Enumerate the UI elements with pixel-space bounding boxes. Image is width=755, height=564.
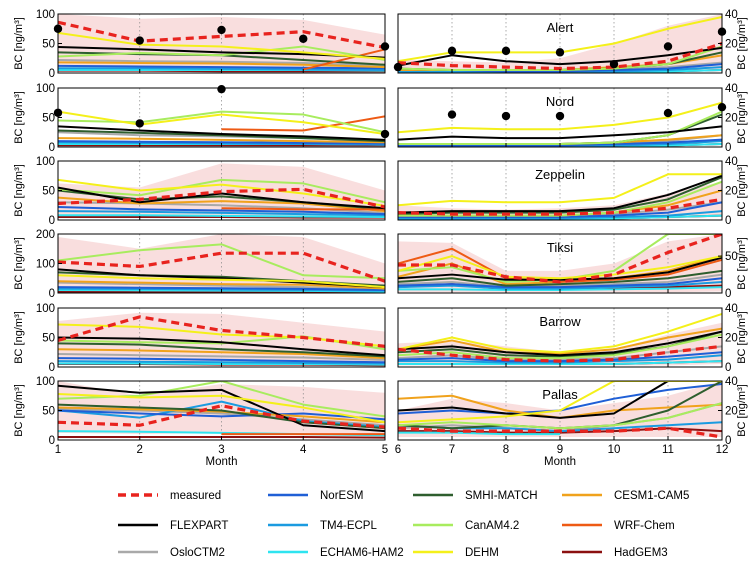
measured-point-nord-right <box>448 110 456 118</box>
y-tick-label-zeppelin-left: 100 <box>36 156 55 168</box>
measured-point-nord-right <box>502 112 510 120</box>
x-tick-label-right: 7 <box>449 444 455 456</box>
x-tick-label-left: 4 <box>300 444 307 456</box>
measured-point-alert-right <box>610 60 618 68</box>
legend-label-flexpart: FLEXPART <box>170 520 228 532</box>
legend-label-tm4-ecpl: TM4-ECPL <box>320 520 377 532</box>
measured-point-alert-right <box>502 47 510 55</box>
y-tick-label-tiksi-right: 0 <box>725 288 731 300</box>
y-tick-label-zeppelin-right: 0 <box>725 215 731 227</box>
x-tick-label-right: 11 <box>662 444 674 456</box>
y-axis-label-left: BC [ng/m³] <box>13 91 25 144</box>
x-tick-label-left: 2 <box>137 444 143 456</box>
legend-label-hadgem3: HadGEM3 <box>614 547 668 559</box>
y-tick-label-barrow-right: 0 <box>725 362 731 374</box>
x-tick-label-left: 3 <box>218 444 224 456</box>
x-tick-label-right: 12 <box>716 444 729 456</box>
y-axis-label-right: BC [ng/m³] <box>736 311 748 364</box>
y-tick-label-tiksi-left: 0 <box>49 288 55 300</box>
legend-label-wrf-chem: WRF-Chem <box>614 520 675 532</box>
y-tick-label-alert-right: 0 <box>725 68 731 80</box>
station-label-nord: Nord <box>546 94 574 109</box>
y-tick-label-pallas-left: 50 <box>42 406 55 418</box>
measured-point-nord-left <box>136 119 144 127</box>
station-label-barrow: Barrow <box>539 314 581 329</box>
y-axis-label-left: BC [ng/m³] <box>13 164 25 217</box>
y-axis-label-left: BC [ng/m³] <box>13 311 25 364</box>
x-tick-label-right: 10 <box>608 444 621 456</box>
legend-label-dehm: DEHM <box>465 547 499 559</box>
y-axis-label-left: BC [ng/m³] <box>13 384 25 437</box>
station-label-pallas: Pallas <box>542 387 578 402</box>
y-tick-label-nord-right: 0 <box>725 142 731 154</box>
y-axis-label-right: BC [ng/m³] <box>736 237 748 290</box>
x-tick-label-right: 6 <box>395 444 401 456</box>
series-line-dehm-nord-left <box>58 112 385 134</box>
legend-label-canam4-2: CanAM4.2 <box>465 520 519 532</box>
y-tick-label-alert-left: 100 <box>36 9 55 21</box>
y-axis-label-right: BC [ng/m³] <box>736 164 748 217</box>
y-axis-label-right: BC [ng/m³] <box>736 91 748 144</box>
legend-label-noresm: NorESM <box>320 490 363 502</box>
legend-label-echam6-ham2: ECHAM6-HAM2 <box>320 547 404 559</box>
y-axis-label-right: BC [ng/m³] <box>736 17 748 70</box>
x-tick-label-right: 9 <box>557 444 563 456</box>
station-label-tiksi: Tiksi <box>547 240 573 255</box>
legend-label-measured: measured <box>170 490 221 502</box>
y-tick-label-nord-left: 0 <box>49 142 55 154</box>
x-tick-label-left: 1 <box>55 444 61 456</box>
measured-point-alert-right <box>448 47 456 55</box>
measured-point-nord-right <box>664 109 672 117</box>
measured-point-alert-right <box>664 42 672 50</box>
y-tick-label-nord-left: 100 <box>36 83 55 95</box>
y-tick-label-alert-left: 0 <box>49 68 55 80</box>
legend-label-cesm1-cam5: CESM1-CAM5 <box>614 490 689 502</box>
y-tick-label-tiksi-left: 100 <box>36 259 55 271</box>
y-tick-label-pallas-left: 100 <box>36 376 55 388</box>
y-tick-label-zeppelin-left: 0 <box>49 215 55 227</box>
x-axis-label-left: Month <box>206 456 238 468</box>
y-axis-label-left: BC [ng/m³] <box>13 237 25 290</box>
legend-label-smhi-match: SMHI-MATCH <box>465 490 538 502</box>
y-tick-label-barrow-left: 50 <box>42 333 55 345</box>
station-label-alert: Alert <box>547 20 574 35</box>
y-tick-label-zeppelin-left: 50 <box>42 186 55 198</box>
legend-label-osloctm2: OsloCTM2 <box>170 547 225 559</box>
y-tick-label-tiksi-left: 200 <box>36 229 55 241</box>
y-tick-label-alert-left: 50 <box>42 39 55 51</box>
measured-point-nord-right <box>556 112 564 120</box>
measured-point-alert-left <box>136 36 144 44</box>
x-tick-label-right: 8 <box>503 444 509 456</box>
x-tick-label-left: 5 <box>382 444 388 456</box>
measured-point-alert-left <box>299 35 307 43</box>
y-tick-label-barrow-left: 100 <box>36 303 55 315</box>
y-tick-label-nord-left: 50 <box>42 113 55 125</box>
y-axis-label-left: BC [ng/m³] <box>13 17 25 70</box>
measured-point-alert-left <box>217 26 225 34</box>
measured-point-alert-right <box>556 48 564 56</box>
y-tick-label-barrow-left: 0 <box>49 362 55 374</box>
y-axis-label-right: BC [ng/m³] <box>736 384 748 437</box>
station-label-zeppelin: Zeppelin <box>535 167 585 182</box>
measured-point-nord-left <box>217 85 225 93</box>
x-axis-label-right: Month <box>544 456 576 468</box>
